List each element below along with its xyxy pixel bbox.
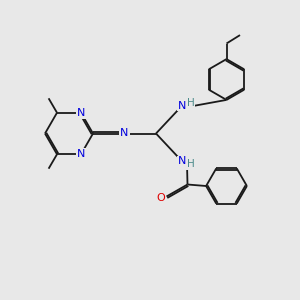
Text: H: H xyxy=(187,98,194,108)
Text: O: O xyxy=(157,193,166,203)
Text: H: H xyxy=(187,159,194,169)
Text: N: N xyxy=(178,100,187,111)
Text: N: N xyxy=(77,108,85,118)
Text: N: N xyxy=(120,128,129,139)
Text: N: N xyxy=(77,149,85,159)
Text: N: N xyxy=(178,156,187,167)
